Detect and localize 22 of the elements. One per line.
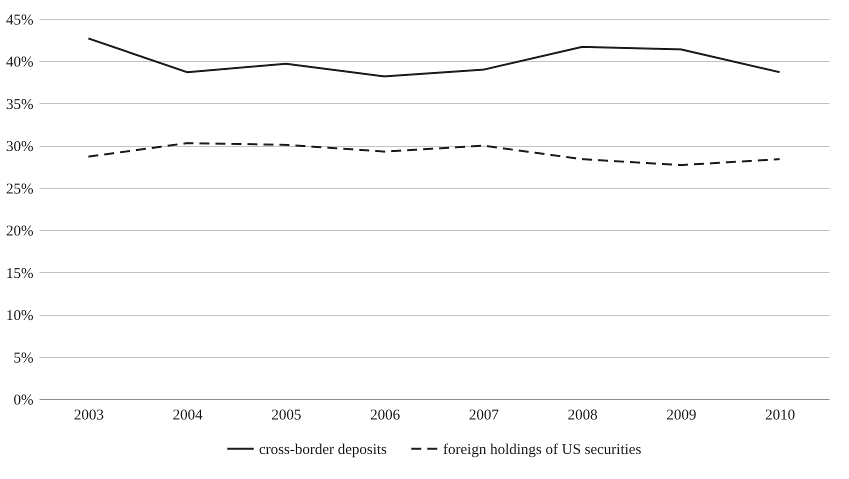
y-tick-label: 25%	[6, 181, 34, 198]
x-tick-label: 2007	[468, 408, 500, 424]
y-tick-label: 15%	[6, 266, 34, 282]
y-tick-label: 10%	[6, 308, 34, 324]
y-tick-label: 30%	[6, 139, 34, 156]
x-tick-label: 2009	[666, 408, 696, 424]
y-tick-label: 45%	[6, 12, 34, 28]
x-tick-label: 2006	[370, 408, 401, 424]
x-tick-label: 2005	[271, 408, 302, 424]
x-tick-label: 2008	[568, 408, 598, 424]
x-tick-label: 2010	[765, 408, 796, 424]
legend-label: cross-border deposits	[259, 442, 388, 458]
line-series	[87, 37, 781, 78]
x-tick-label: 2004	[172, 408, 204, 424]
y-tick-label: 35%	[6, 96, 34, 113]
y-tick-label: 40%	[6, 54, 34, 71]
y-tick-label: 0%	[14, 392, 34, 408]
legend-label: foreign holdings of US securities	[443, 442, 642, 458]
y-tick-label: 5%	[14, 350, 34, 366]
x-tick-label: 2003	[74, 408, 104, 424]
y-tick-label: 20%	[6, 224, 34, 240]
line-series	[87, 142, 781, 166]
